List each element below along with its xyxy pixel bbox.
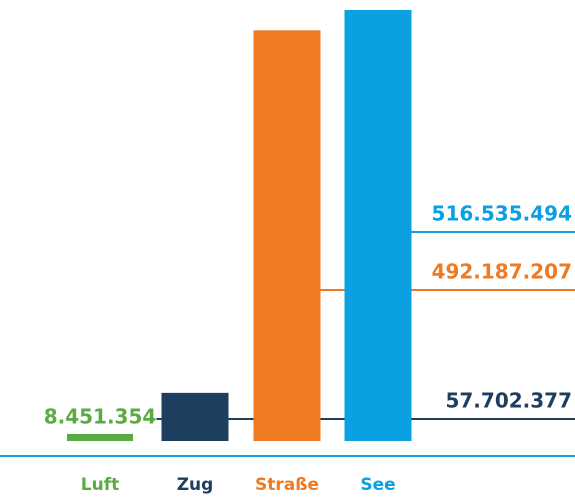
bar — [161, 392, 229, 441]
value-label: 492.187.207 — [432, 260, 572, 284]
category-label: Luft — [81, 475, 119, 495]
bar — [253, 30, 321, 441]
bar — [67, 433, 133, 441]
value-label: 516.535.494 — [432, 202, 572, 226]
category-label: See — [360, 475, 395, 495]
category-label: Zug — [177, 475, 214, 495]
bar — [344, 10, 412, 441]
category-label: Straße — [255, 475, 319, 495]
value-label: 57.702.377 — [445, 389, 572, 413]
value-label: 8.451.354 — [44, 405, 157, 429]
